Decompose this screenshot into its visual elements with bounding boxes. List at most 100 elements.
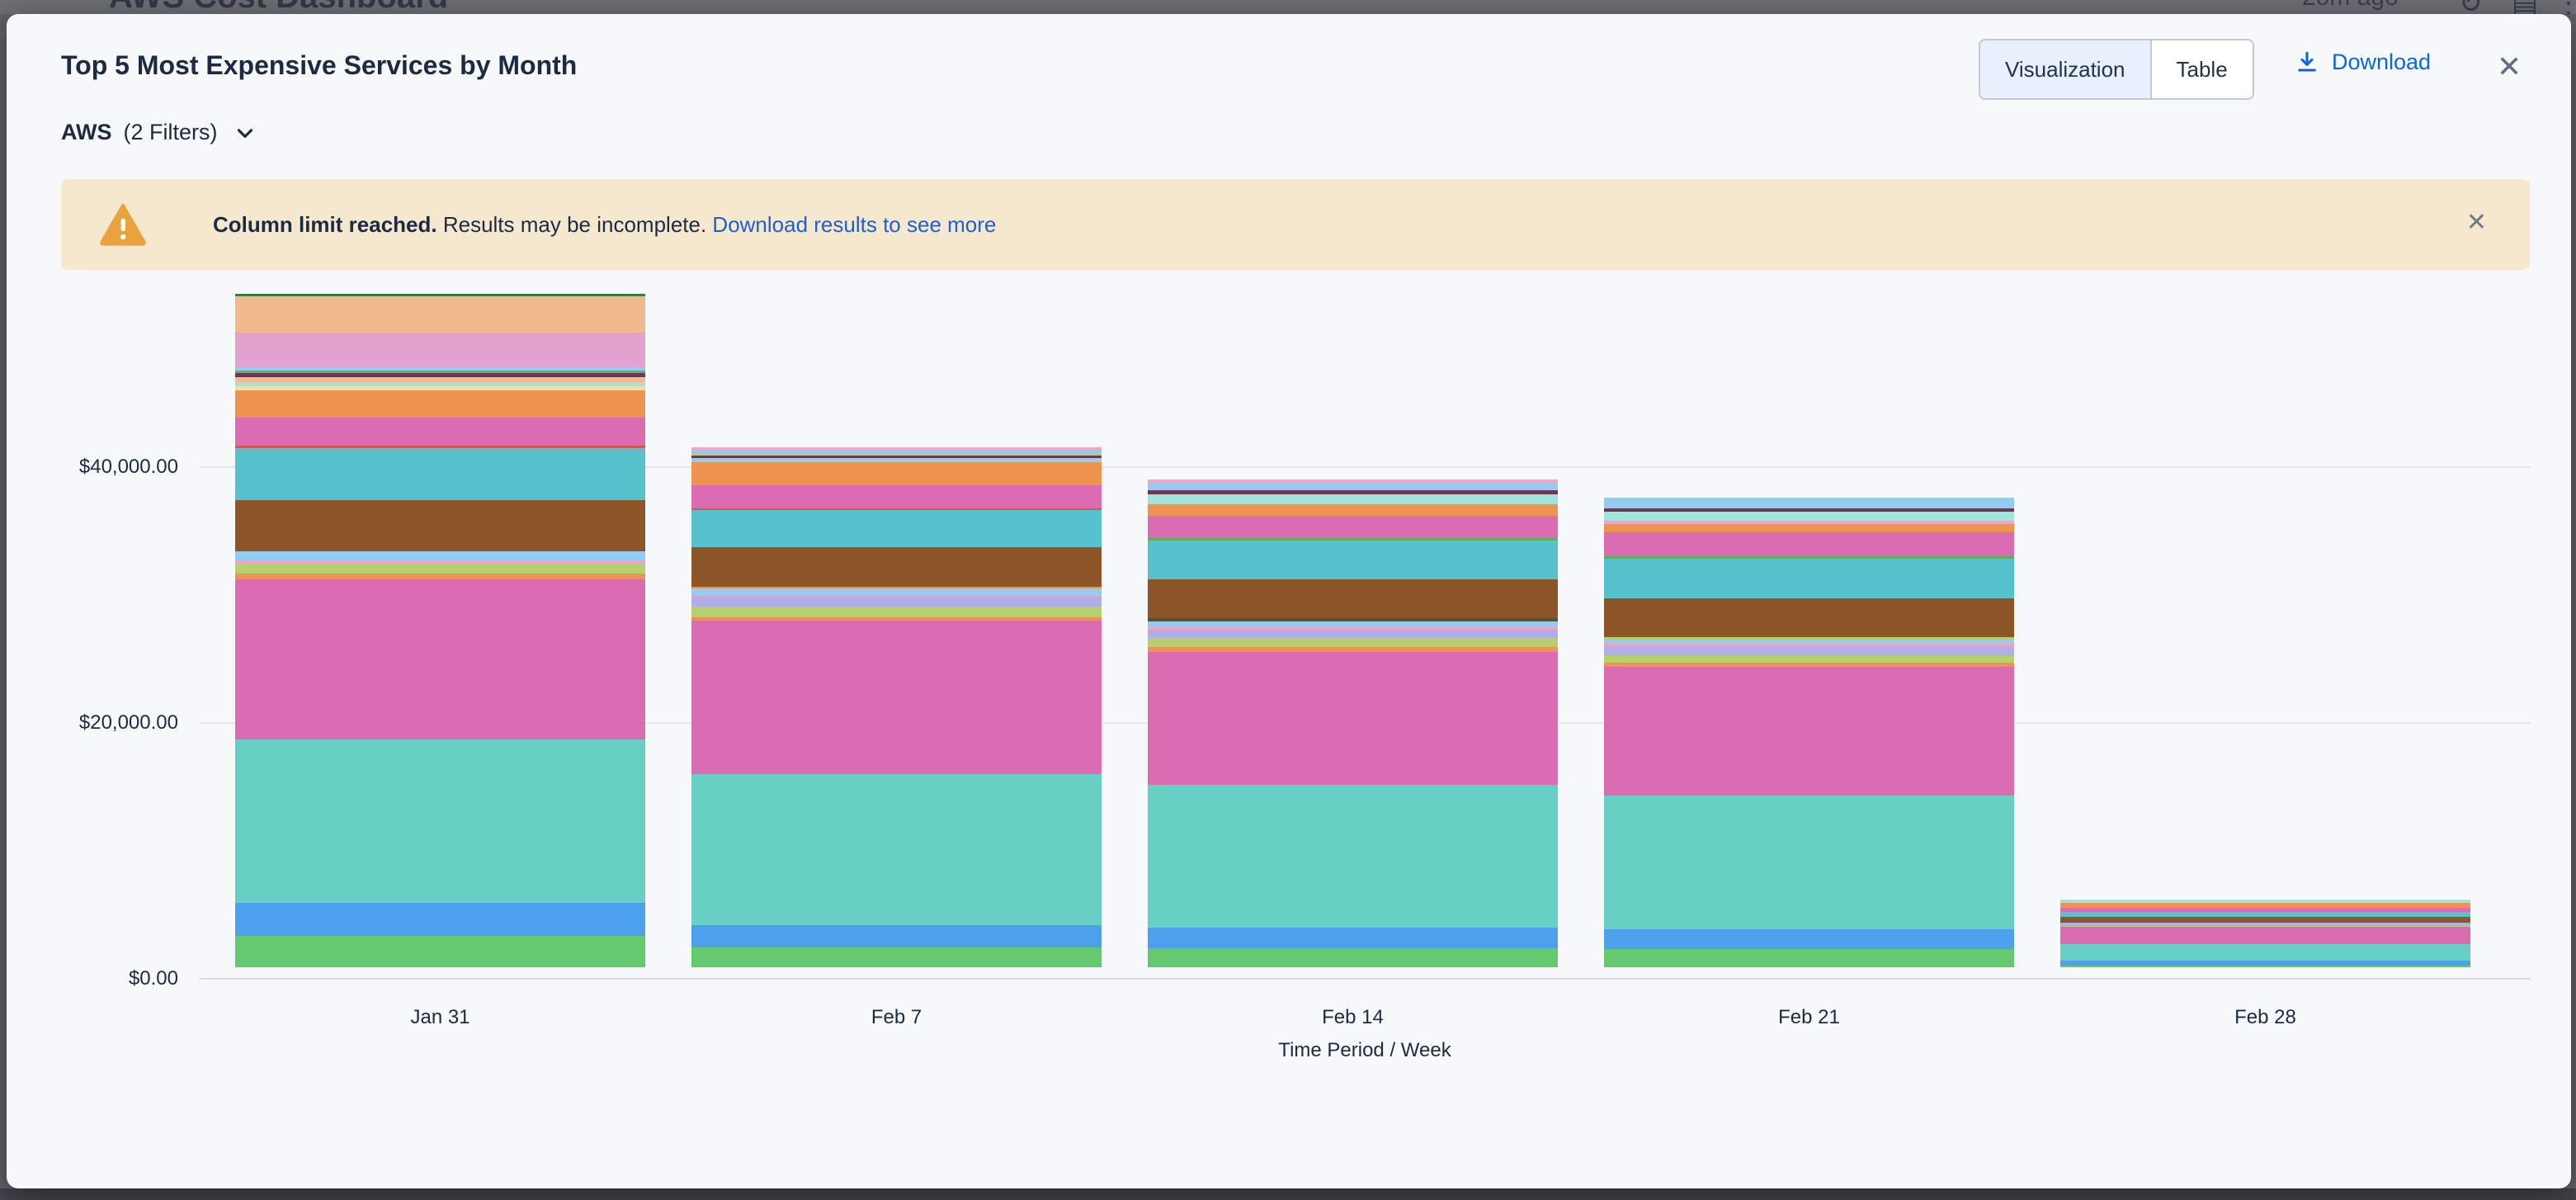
stacked-bar-jan-31[interactable] — [235, 293, 645, 967]
bar-segment[interactable] — [691, 621, 1102, 775]
bar-segment[interactable] — [1604, 524, 2014, 533]
banner-close-icon[interactable]: ✕ — [2465, 209, 2487, 236]
bar-segment[interactable] — [691, 547, 1102, 588]
bar-segment[interactable] — [691, 595, 1102, 598]
bar-segment[interactable] — [235, 564, 645, 574]
bar-segment[interactable] — [2060, 925, 2470, 927]
bar-segment[interactable] — [235, 579, 645, 740]
bar-segment[interactable] — [235, 500, 645, 552]
bar-segment[interactable] — [235, 386, 645, 391]
bar-segment[interactable] — [235, 561, 645, 565]
bar-segment[interactable] — [1604, 646, 2014, 656]
bar-segment[interactable] — [1148, 579, 1558, 619]
bar-segment[interactable] — [235, 382, 645, 387]
bar-segment[interactable] — [1604, 637, 2014, 640]
bar-segment[interactable] — [1604, 598, 2014, 638]
bar-segment[interactable] — [1604, 655, 2014, 664]
download-button[interactable]: Download — [2294, 49, 2431, 75]
bar-segment[interactable] — [691, 607, 1102, 618]
filter-dropdown[interactable]: AWS (2 Filters) — [61, 120, 257, 145]
bar-segment[interactable] — [2060, 917, 2470, 923]
bar-segment[interactable] — [2060, 966, 2470, 967]
bar-segment[interactable] — [691, 925, 1102, 947]
bar-segment[interactable] — [1148, 928, 1558, 949]
bar-segment[interactable] — [2060, 902, 2470, 909]
bar-segment[interactable] — [235, 574, 645, 580]
bar-segment[interactable] — [235, 371, 645, 374]
bar-segment[interactable] — [2060, 922, 2470, 926]
bar-segment[interactable] — [2060, 908, 2470, 912]
bar-segment[interactable] — [235, 448, 645, 501]
bar-segment[interactable] — [691, 587, 1102, 589]
bar-segment[interactable] — [1148, 785, 1558, 928]
bar-segment[interactable] — [1604, 532, 2014, 557]
bar-segment[interactable] — [1604, 663, 2014, 668]
bar-segment[interactable] — [2060, 926, 2470, 944]
bar-segment[interactable] — [1604, 640, 2014, 645]
bar-segment[interactable] — [235, 903, 645, 937]
bar-segment[interactable] — [1148, 504, 1558, 517]
bar-segment[interactable] — [691, 774, 1102, 926]
bar-segment[interactable] — [235, 936, 645, 967]
bar-segment[interactable] — [235, 390, 645, 418]
bar-segment[interactable] — [1148, 647, 1558, 653]
stacked-bar-feb-28[interactable] — [2060, 899, 2470, 967]
bar-segment[interactable] — [1148, 541, 1558, 580]
bar-segment[interactable] — [235, 418, 645, 446]
bar-segment[interactable] — [1148, 484, 1558, 491]
bar-segment[interactable] — [1604, 512, 2014, 522]
bar-segment[interactable] — [691, 597, 1102, 607]
bar-segment[interactable] — [691, 588, 1102, 596]
bar-segment[interactable] — [1148, 621, 1558, 627]
bar-segment[interactable] — [2060, 943, 2470, 961]
bar-segment[interactable] — [235, 295, 645, 333]
bar-segment[interactable] — [1148, 652, 1558, 786]
bar-segment[interactable] — [1148, 626, 1558, 631]
bar-segment[interactable] — [691, 508, 1102, 511]
bar-segment[interactable] — [235, 333, 645, 368]
bar-segment[interactable] — [1604, 498, 2014, 509]
bar-segment[interactable] — [2060, 960, 2470, 966]
bar-segment[interactable] — [1604, 928, 2014, 949]
bar-segment[interactable] — [691, 447, 1102, 451]
tab-table[interactable]: Table — [2149, 40, 2253, 98]
stacked-bar-feb-7[interactable] — [691, 447, 1102, 967]
bar-segment[interactable] — [691, 485, 1102, 509]
bar-segment[interactable] — [235, 367, 645, 371]
bar-segment[interactable] — [1148, 618, 1558, 622]
bar-segment[interactable] — [1604, 796, 2014, 929]
bar-segment[interactable] — [1148, 948, 1558, 967]
bar-segment[interactable] — [691, 947, 1102, 967]
bar-segment[interactable] — [1604, 949, 2014, 967]
bar-segment[interactable] — [1148, 494, 1558, 505]
bar-segment[interactable] — [1148, 480, 1558, 484]
bar-segment[interactable] — [1604, 521, 2014, 525]
bar-segment[interactable] — [691, 510, 1102, 548]
stacked-bar-feb-21[interactable] — [1604, 498, 2014, 967]
bar-segment[interactable] — [235, 739, 645, 904]
bar-segment[interactable] — [691, 456, 1102, 459]
bar-segment[interactable] — [1604, 644, 2014, 647]
bar-segment[interactable] — [1148, 490, 1558, 495]
bar-segment[interactable] — [1604, 556, 2014, 560]
bar-segment[interactable] — [691, 458, 1102, 463]
bar-segment[interactable] — [235, 551, 645, 562]
bar-segment[interactable] — [691, 617, 1102, 621]
bar-segment[interactable] — [1148, 538, 1558, 541]
tab-visualization[interactable]: Visualization — [1980, 40, 2150, 98]
bar-segment[interactable] — [235, 293, 645, 296]
bar-segment[interactable] — [1148, 630, 1558, 639]
bar-segment[interactable] — [691, 451, 1102, 454]
bar-segment[interactable] — [1604, 667, 2014, 796]
bar-segment[interactable] — [1604, 508, 2014, 513]
bar-segment[interactable] — [691, 453, 1102, 456]
bar-segment[interactable] — [2060, 911, 2470, 917]
download-results-link[interactable]: Download results to see more — [712, 211, 997, 237]
bar-segment[interactable] — [1604, 559, 2014, 599]
bar-segment[interactable] — [235, 373, 645, 378]
bar-segment[interactable] — [1148, 638, 1558, 648]
bar-segment[interactable] — [2060, 899, 2470, 903]
bar-segment[interactable] — [1148, 516, 1558, 539]
modal-close-icon[interactable]: ✕ — [2497, 50, 2522, 83]
bar-segment[interactable] — [235, 446, 645, 449]
